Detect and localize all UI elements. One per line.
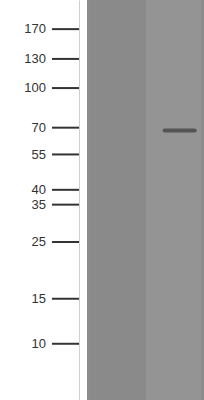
tick: 40 [32, 182, 79, 197]
tick-mark [52, 28, 79, 30]
band [163, 128, 197, 132]
tick-mark [52, 153, 79, 155]
tick-mark [52, 241, 79, 243]
tick-label: 40 [32, 182, 46, 197]
tick: 55 [32, 147, 79, 162]
tick-label: 70 [32, 120, 46, 135]
tick-label: 15 [32, 291, 46, 306]
tick-label: 35 [32, 197, 46, 212]
tick-mark [52, 189, 79, 191]
tick-mark [52, 58, 79, 60]
tick: 130 [24, 51, 79, 66]
tick-label: 55 [32, 147, 46, 162]
tick: 35 [32, 197, 79, 212]
membrane [87, 0, 204, 400]
blot-chart: 170 130 100 70 55 4035 25 15 10 [0, 0, 204, 400]
tick-label: 25 [32, 234, 46, 249]
tick: 100 [24, 80, 79, 95]
tick-label: 130 [24, 51, 46, 66]
tick-label: 100 [24, 80, 46, 95]
tick-mark [52, 343, 79, 345]
tick: 25 [32, 234, 79, 249]
axis-line [79, 1, 80, 400]
tick: 170 [24, 21, 79, 36]
tick-mark [52, 87, 79, 89]
tick-mark [52, 298, 79, 300]
lanes [90, 0, 201, 400]
tick: 10 [32, 336, 79, 351]
lane [90, 0, 145, 400]
tick: 15 [32, 291, 79, 306]
tick-mark [52, 204, 79, 206]
tick-mark [52, 127, 79, 129]
tick-label: 170 [24, 21, 46, 36]
tick: 70 [32, 120, 79, 135]
y-axis: 170 130 100 70 55 4035 25 15 10 [24, 1, 79, 400]
bands [163, 128, 197, 132]
lane [146, 0, 201, 400]
tick-label: 10 [32, 336, 46, 351]
